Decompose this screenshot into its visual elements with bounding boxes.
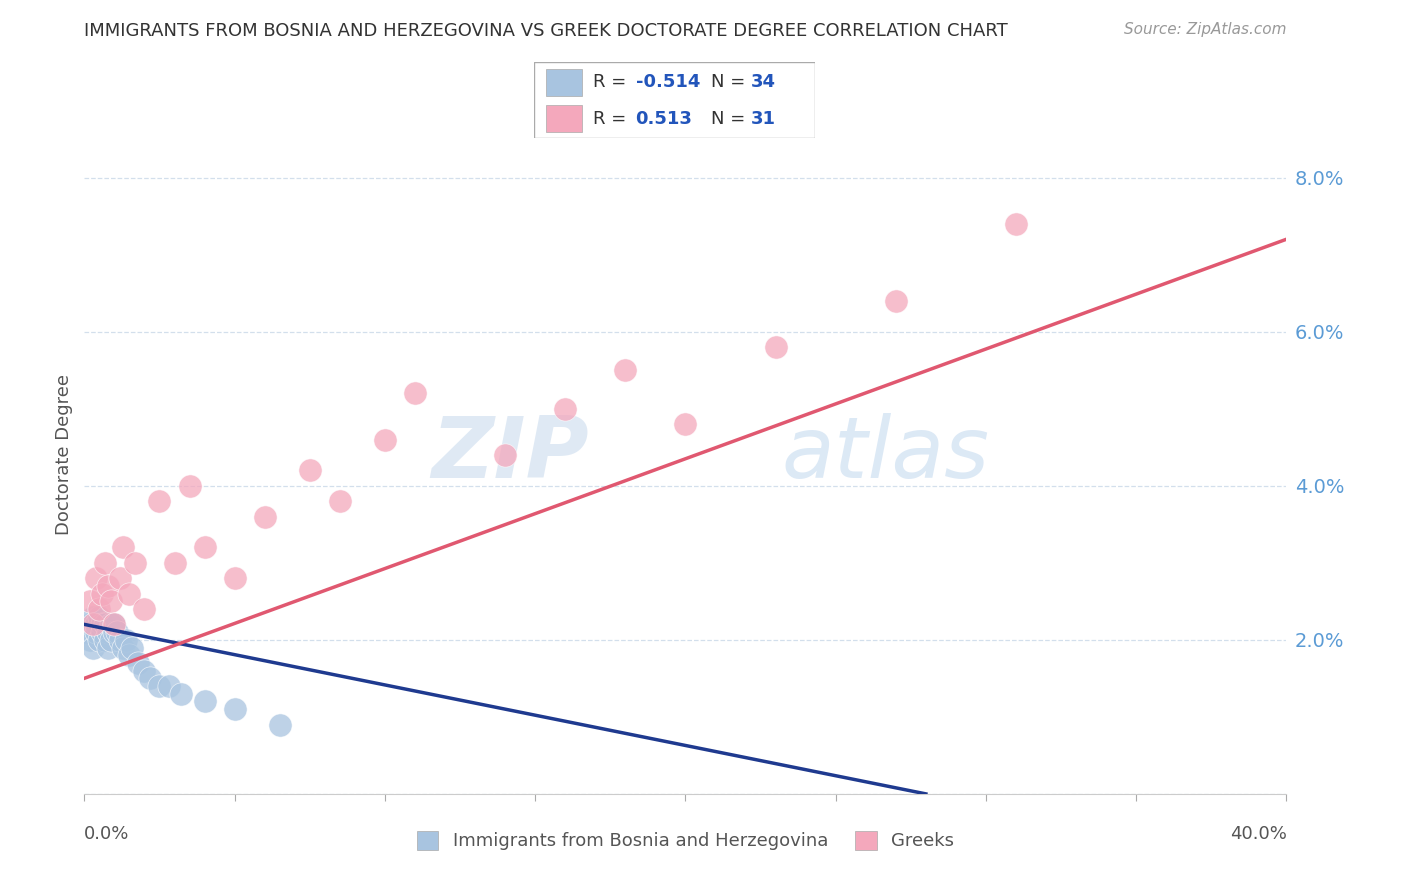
Point bbox=[100, 594, 122, 608]
Point bbox=[107, 625, 129, 640]
Point bbox=[97, 579, 120, 593]
Point bbox=[94, 617, 117, 632]
Point bbox=[91, 625, 114, 640]
Point bbox=[163, 556, 186, 570]
Point bbox=[86, 571, 108, 585]
Text: 0.0%: 0.0% bbox=[84, 825, 129, 843]
Text: Source: ZipAtlas.com: Source: ZipAtlas.com bbox=[1123, 22, 1286, 37]
Point bbox=[76, 625, 98, 640]
Text: 31: 31 bbox=[751, 110, 776, 128]
Point bbox=[121, 640, 143, 655]
Point bbox=[118, 648, 141, 663]
Point bbox=[91, 617, 114, 632]
Point bbox=[179, 479, 201, 493]
Point bbox=[614, 363, 637, 377]
Point bbox=[224, 702, 246, 716]
FancyBboxPatch shape bbox=[534, 62, 815, 138]
Point bbox=[134, 664, 156, 678]
Text: -0.514: -0.514 bbox=[636, 73, 700, 91]
Point bbox=[79, 594, 101, 608]
Point bbox=[554, 401, 576, 416]
Point bbox=[675, 417, 697, 431]
Point bbox=[224, 571, 246, 585]
Point bbox=[91, 586, 114, 600]
Point bbox=[110, 571, 132, 585]
Text: 0.513: 0.513 bbox=[636, 110, 692, 128]
Point bbox=[115, 632, 138, 647]
Point bbox=[374, 433, 396, 447]
Point bbox=[97, 625, 120, 640]
Point bbox=[112, 541, 135, 555]
Point bbox=[100, 617, 122, 632]
Point bbox=[127, 656, 149, 670]
Point bbox=[103, 617, 125, 632]
Point bbox=[94, 632, 117, 647]
Point bbox=[103, 617, 125, 632]
Text: ZIP: ZIP bbox=[432, 413, 589, 497]
Point bbox=[103, 625, 125, 640]
Text: R =: R = bbox=[593, 73, 633, 91]
Point bbox=[79, 632, 101, 647]
Point bbox=[148, 494, 170, 508]
Point bbox=[157, 679, 180, 693]
Text: atlas: atlas bbox=[782, 413, 990, 497]
Text: 34: 34 bbox=[751, 73, 776, 91]
Point bbox=[86, 625, 108, 640]
Point bbox=[253, 509, 276, 524]
Point bbox=[194, 694, 217, 708]
Point bbox=[89, 602, 111, 616]
Point bbox=[329, 494, 352, 508]
Point bbox=[269, 717, 291, 731]
Point bbox=[169, 687, 191, 701]
Point bbox=[97, 640, 120, 655]
Point bbox=[1005, 217, 1028, 231]
Point bbox=[89, 632, 111, 647]
Text: N =: N = bbox=[711, 110, 751, 128]
Point bbox=[134, 602, 156, 616]
Legend: Immigrants from Bosnia and Herzegovina, Greeks: Immigrants from Bosnia and Herzegovina, … bbox=[408, 822, 963, 859]
Point bbox=[139, 671, 162, 685]
Point bbox=[82, 640, 104, 655]
Point bbox=[148, 679, 170, 693]
Point bbox=[89, 609, 111, 624]
Point bbox=[118, 586, 141, 600]
Point bbox=[79, 617, 101, 632]
Y-axis label: Doctorate Degree: Doctorate Degree bbox=[55, 375, 73, 535]
Point bbox=[404, 386, 426, 401]
FancyBboxPatch shape bbox=[546, 69, 582, 95]
FancyBboxPatch shape bbox=[546, 105, 582, 132]
Point bbox=[194, 541, 217, 555]
Point bbox=[884, 293, 907, 308]
Point bbox=[112, 640, 135, 655]
Text: R =: R = bbox=[593, 110, 633, 128]
Point bbox=[494, 448, 516, 462]
Point bbox=[124, 556, 146, 570]
Point bbox=[86, 617, 108, 632]
Point bbox=[82, 609, 104, 624]
Text: 40.0%: 40.0% bbox=[1230, 825, 1286, 843]
Point bbox=[100, 632, 122, 647]
Text: IMMIGRANTS FROM BOSNIA AND HERZEGOVINA VS GREEK DOCTORATE DEGREE CORRELATION CHA: IMMIGRANTS FROM BOSNIA AND HERZEGOVINA V… bbox=[84, 22, 1008, 40]
Text: N =: N = bbox=[711, 73, 751, 91]
Point bbox=[94, 556, 117, 570]
Point bbox=[298, 463, 321, 477]
Point bbox=[82, 617, 104, 632]
Point bbox=[765, 340, 787, 354]
Point bbox=[110, 632, 132, 647]
